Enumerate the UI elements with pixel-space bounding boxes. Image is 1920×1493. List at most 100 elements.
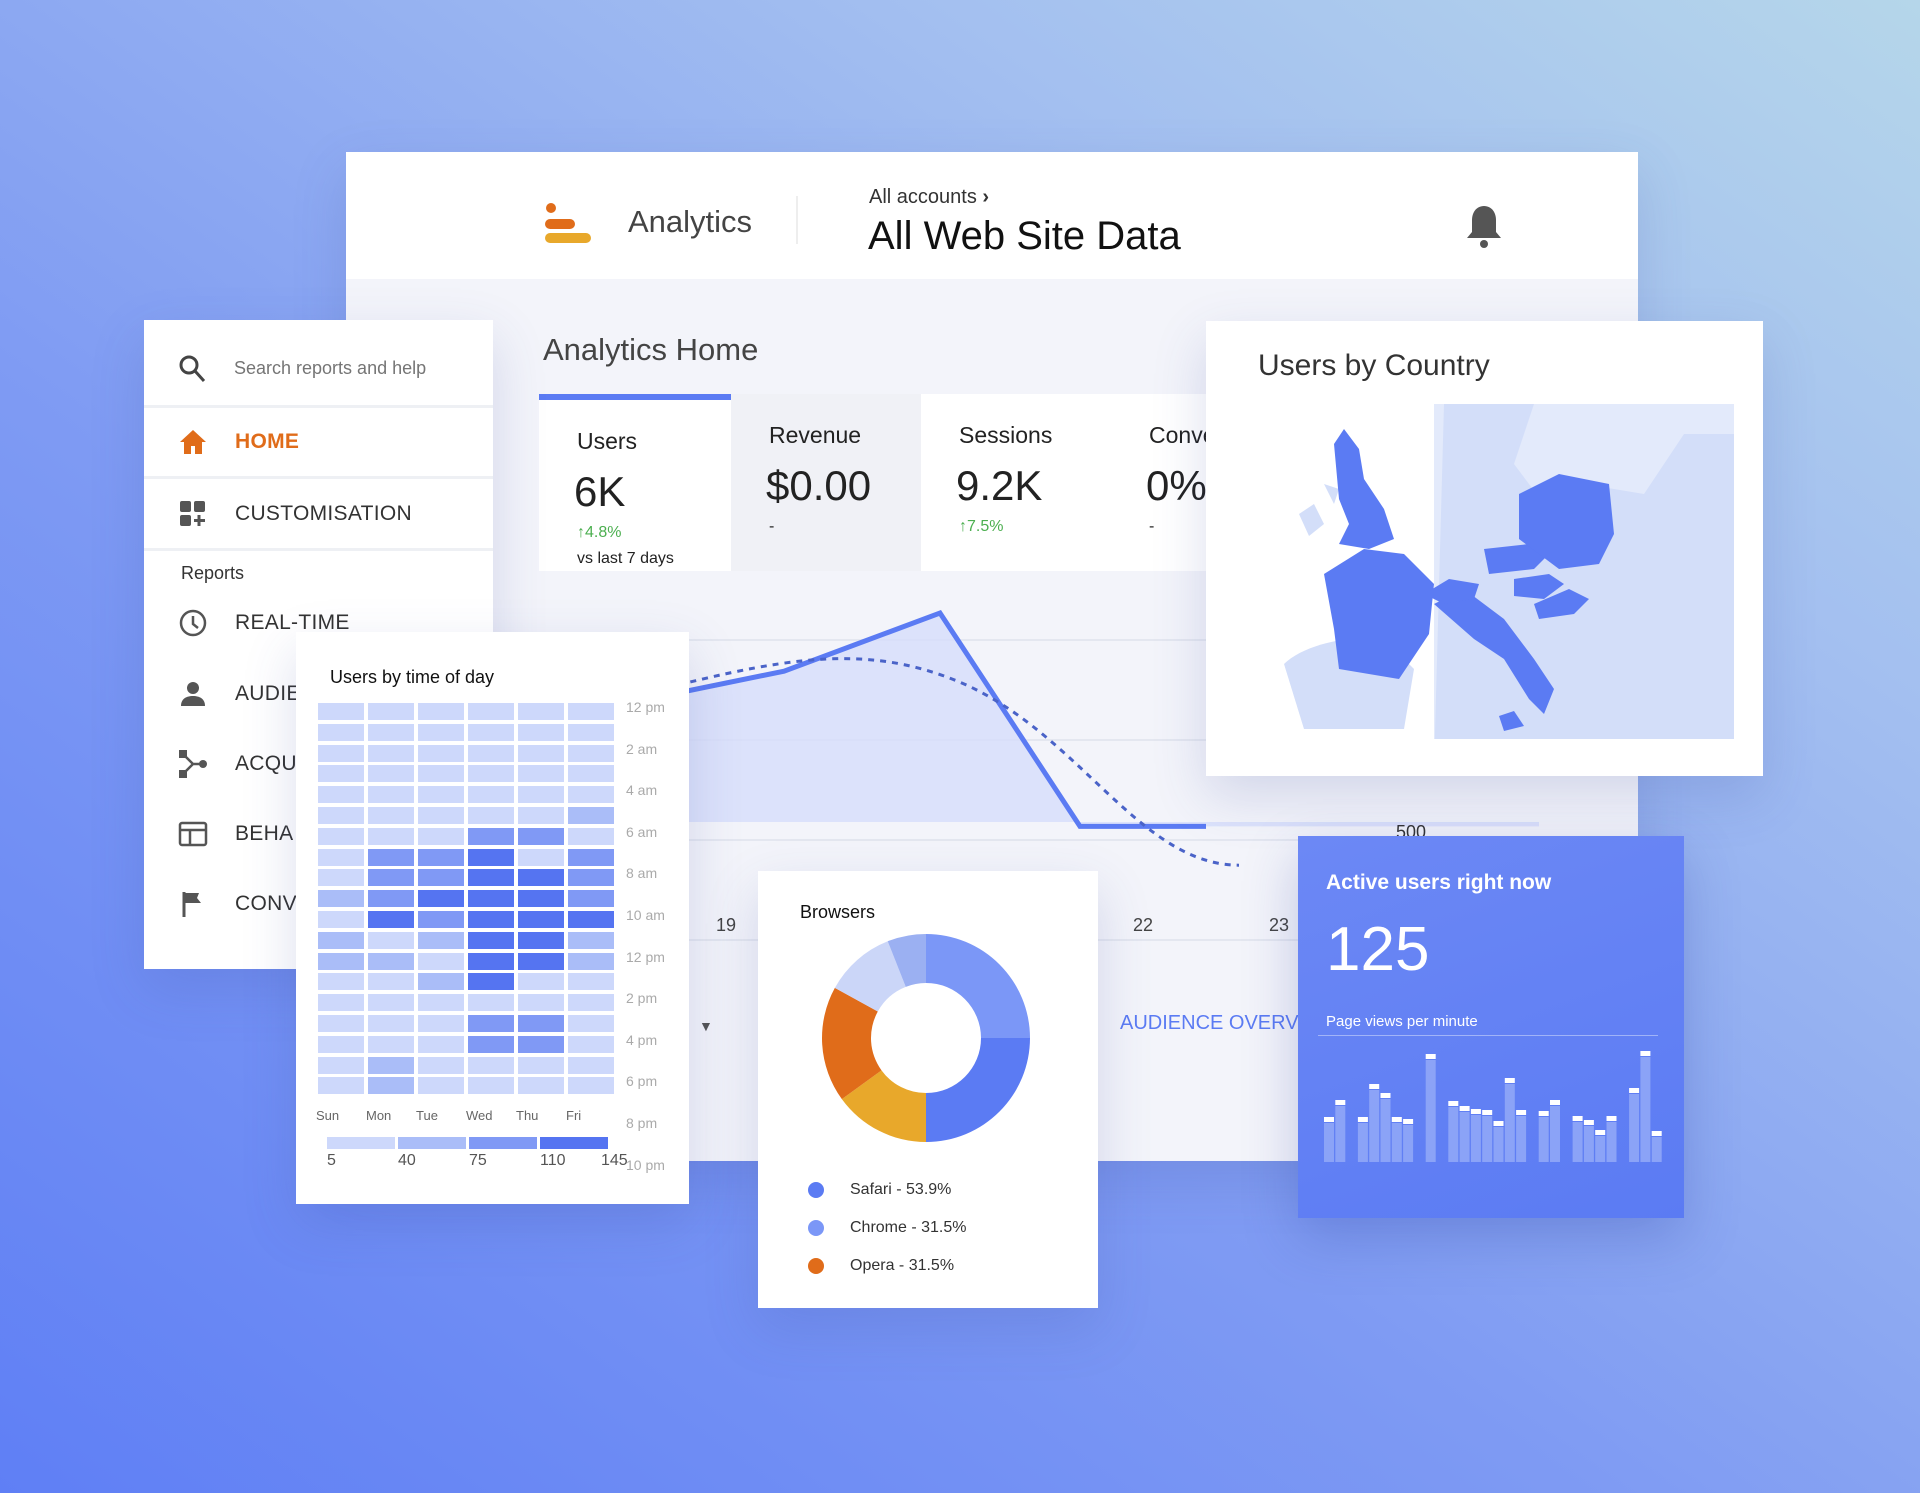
sidebar-item-acquisition[interactable]: ACQU <box>144 744 493 784</box>
legend-dot <box>808 1220 824 1236</box>
breadcrumb-all-accounts[interactable]: All accounts <box>869 186 977 208</box>
kpi-delta: ↑4.8% <box>577 524 622 541</box>
legend-swatch <box>398 1137 466 1149</box>
day-label: Thu <box>516 1108 539 1123</box>
bar-cap <box>1595 1130 1606 1135</box>
donut-slice <box>887 934 926 987</box>
legend-label: Chrome - 31.5% <box>850 1219 967 1236</box>
heatmap-cell <box>568 1077 614 1095</box>
heatmap-cell <box>318 952 364 970</box>
heatmap-cell <box>468 1015 514 1032</box>
hour-label: 4 am <box>626 782 658 799</box>
bar-cap <box>1369 1084 1380 1089</box>
bar-cap <box>1606 1116 1617 1121</box>
divider <box>796 196 798 244</box>
bar <box>1538 1117 1549 1162</box>
country-sicily <box>1499 711 1524 731</box>
donut-legend: Safari - 53.9% Chrome - 31.5% Opera - 31… <box>808 1171 967 1285</box>
heatmap-cell <box>318 744 364 762</box>
heatmap-cell <box>468 1056 514 1074</box>
heatmap-cell <box>318 973 364 991</box>
donut-title: Browsers <box>800 902 876 922</box>
country-austria <box>1514 574 1564 599</box>
x-tick-label: 23 <box>1269 915 1290 935</box>
bar-cap <box>1550 1100 1560 1105</box>
donut-slice <box>926 934 1030 1038</box>
heatmap-cell <box>468 703 514 720</box>
browsers-card: Browsers Safari - 53.9% Chrome - 31.5% O… <box>758 871 1098 1308</box>
bar-cap <box>1324 1117 1334 1122</box>
heatmap-cell <box>518 1015 564 1032</box>
kpi-tab-users[interactable]: Users 6K ↑4.8% vs last 7 days <box>539 394 731 571</box>
behaviour-icon <box>178 821 208 847</box>
heatmap-cell <box>518 973 564 991</box>
heatmap-cell <box>418 1056 464 1074</box>
bar <box>1516 1116 1527 1162</box>
heatmap-cell <box>418 1035 464 1053</box>
sidebar-item-label: AUDIE <box>235 682 301 705</box>
heatmap-cell <box>418 1077 464 1095</box>
breadcrumb[interactable]: All accounts › <box>869 186 989 209</box>
dropdown-caret-icon[interactable]: ▼ <box>699 1018 713 1034</box>
bar <box>1369 1090 1380 1162</box>
bar-cap <box>1651 1131 1662 1136</box>
heatmap-cell <box>318 1015 364 1032</box>
day-label: Sun <box>316 1108 340 1123</box>
bar <box>1324 1123 1334 1162</box>
heatmap-cell <box>318 1056 364 1074</box>
kpi-delta: - <box>769 518 775 535</box>
sidebar-item-audience[interactable]: AUDIE <box>144 674 493 714</box>
heatmap-cell <box>518 807 564 824</box>
heatmap-cell <box>568 994 614 1012</box>
sidebar-item-behaviour[interactable]: BEHA <box>144 814 493 854</box>
heatmap-cell <box>418 1015 464 1032</box>
heatmap-cell <box>418 931 464 949</box>
kpi-delta: ↑7.5% <box>959 518 1004 535</box>
analytics-logo <box>545 203 591 243</box>
search-input[interactable] <box>234 352 474 384</box>
heatmap-cell <box>318 848 364 866</box>
heatmap-cell <box>318 703 364 720</box>
search-icon <box>179 355 206 383</box>
donut-slice <box>841 1070 926 1142</box>
kpi-delta: - <box>1149 518 1155 535</box>
bar-cap <box>1583 1120 1594 1125</box>
kpi-tab-sessions[interactable]: Sessions 9.2K ↑7.5% <box>921 394 1111 571</box>
heatmap-cell <box>318 1077 364 1095</box>
bar-cap <box>1640 1051 1651 1056</box>
bell-icon[interactable] <box>1464 204 1504 250</box>
divider <box>144 548 493 551</box>
bar-cap <box>1357 1117 1368 1122</box>
heatmap-cell <box>468 723 514 741</box>
sidebar-item-home[interactable]: HOME <box>144 422 493 462</box>
acquisition-icon <box>179 750 207 778</box>
heatmap-cell <box>568 848 614 866</box>
country-hungary <box>1534 589 1589 619</box>
active-users-card: Active users right now 125 Page views pe… <box>1298 836 1684 1218</box>
audience-overview-link[interactable]: AUDIENCE OVERVIE <box>1120 1012 1318 1034</box>
heatmap-cell <box>468 744 514 762</box>
divider <box>1318 1035 1658 1036</box>
heatmap-cell <box>568 869 614 887</box>
heatmap-cell <box>368 786 414 804</box>
heatmap-cell <box>518 869 564 887</box>
sidebar-item-label: REAL-TIME <box>235 611 350 634</box>
heatmap-cell <box>518 827 564 845</box>
bar-cap <box>1335 1100 1346 1105</box>
sidebar-item-conversions[interactable]: CONV <box>144 884 493 924</box>
heatmap-title: Users by time of day <box>330 667 495 687</box>
bar-cap <box>1572 1116 1583 1121</box>
legend-item: Opera - 31.5% <box>808 1247 967 1285</box>
kpi-tab-revenue[interactable]: Revenue $0.00 - <box>731 394 921 571</box>
heatmap-cell <box>568 911 614 928</box>
page-title: Analytics Home <box>543 332 759 367</box>
sidebar-item-label: HOME <box>235 430 300 453</box>
top-header: Analytics All accounts › All Web Site Da… <box>346 152 1638 279</box>
europe-map[interactable] <box>1284 404 1734 739</box>
clock-icon <box>179 609 207 637</box>
sidebar-item-customisation[interactable]: CUSTOMISATION <box>144 494 493 534</box>
day-label: Mon <box>366 1108 392 1123</box>
heatmap-cell <box>368 807 414 824</box>
heatmap-cell <box>318 786 364 804</box>
sidebar-item-realtime[interactable]: REAL-TIME <box>144 603 493 643</box>
